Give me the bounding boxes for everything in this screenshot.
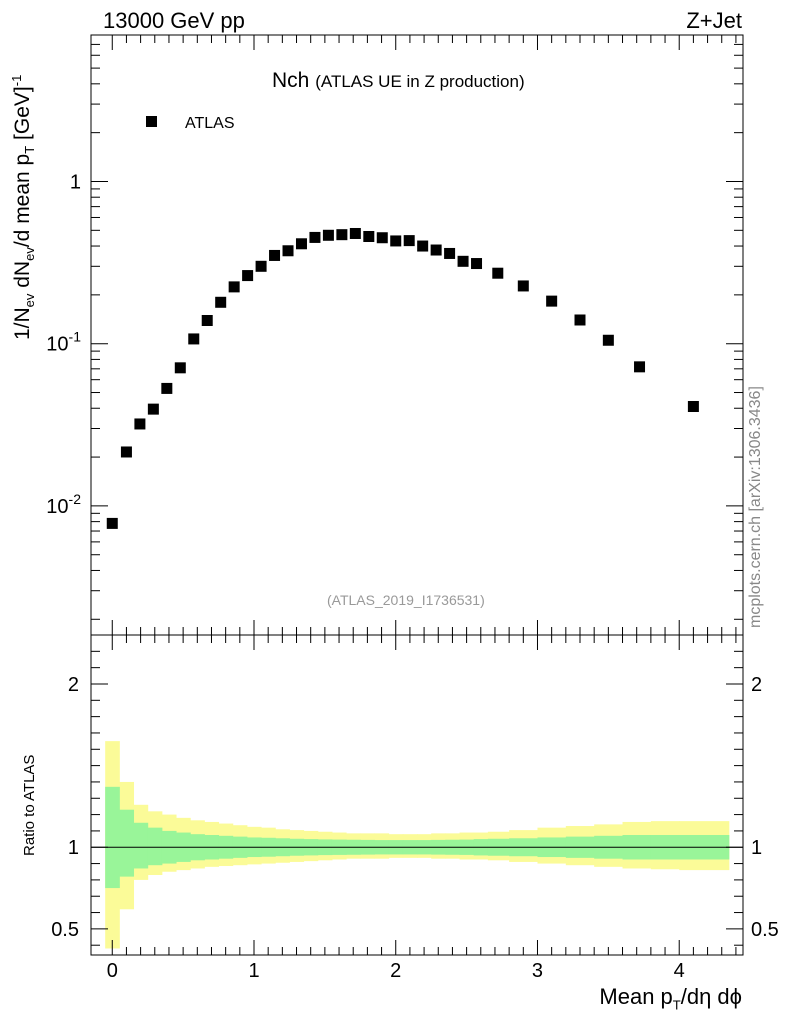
green-band-bin: [133, 822, 149, 869]
data-point: [574, 314, 586, 326]
data-point: [174, 362, 186, 374]
data-point: [106, 517, 118, 529]
data-point: [417, 240, 429, 252]
ratio-y-tick-label: 0.5: [751, 919, 779, 941]
analysis-reference: (ATLAS_2019_I1736531): [327, 592, 485, 608]
data-point: [634, 361, 646, 373]
ratio-y-axis-label: Ratio to ATLAS: [21, 754, 38, 856]
data-point: [228, 281, 240, 293]
ylabel-sup: -1: [9, 74, 24, 87]
ylabel-sub: ev: [22, 247, 38, 261]
data-point: [363, 230, 375, 242]
ylabel-sub: ev: [22, 293, 38, 308]
ylabel-part: [GeV]: [11, 86, 34, 146]
data-point: [492, 267, 504, 279]
data-point: [444, 247, 456, 259]
green-band-bin: [119, 809, 135, 877]
plot-subtitle: (ATLAS UE in Z production): [315, 72, 525, 91]
main-y-tick-label: 10-1: [46, 329, 81, 356]
legend-marker-icon: [146, 116, 157, 127]
data-point: [687, 401, 699, 413]
ratio-uncertainty-bands: [105, 741, 730, 949]
green-band-bin: [147, 827, 163, 866]
x-tick-label: 1: [248, 960, 259, 982]
data-point: [215, 296, 227, 308]
green-band-bin: [105, 786, 120, 889]
ylabel-part: dN: [11, 260, 34, 294]
process-label: Z+Jet: [686, 8, 742, 33]
main-y-axis-label: 1/Nev dNev/d mean pT [GeV]-1: [9, 74, 38, 340]
x-tick-label: 4: [674, 960, 685, 982]
data-point: [336, 229, 348, 241]
x-axis-label: Mean pT/dη dϕ: [599, 984, 742, 1013]
data-point: [322, 229, 334, 241]
xlabel-part: Mean p: [599, 984, 673, 1009]
legend: ATLAS: [146, 116, 235, 132]
plot-title: Nch (ATLAS UE in Z production): [272, 70, 525, 91]
main-y-tick-labels: 10-2 10-1 1: [46, 171, 81, 517]
data-point: [147, 403, 159, 415]
ratio-axis-ticks: [91, 635, 743, 955]
data-point: [295, 238, 307, 250]
data-point: [201, 314, 213, 326]
main-axis-ticks: [91, 34, 743, 635]
x-tick-label: 3: [532, 960, 543, 982]
data-point: [349, 227, 361, 239]
data-point: [134, 418, 146, 430]
ylabel-part: /d mean p: [11, 153, 34, 248]
data-point: [188, 333, 200, 345]
ratio-y-tick-label: 1: [751, 837, 762, 859]
data-point: [546, 295, 558, 307]
data-point: [269, 249, 281, 261]
data-point: [255, 260, 267, 272]
data-point: [242, 270, 254, 282]
ratio-y-tick-label: 0.5: [51, 919, 79, 941]
ratio-y-tick-label: 2: [68, 674, 79, 696]
ratio-y-tick-label: 1: [68, 837, 79, 859]
x-tick-label: 0: [107, 960, 118, 982]
xlabel-sub: T: [672, 997, 681, 1013]
ratio-y-tick-labels: 0.5 0.5 1 1 2 2: [51, 674, 779, 941]
plot-title-main: Nch: [272, 69, 310, 92]
legend-label: ATLAS: [185, 115, 235, 132]
data-point: [430, 244, 442, 256]
data-point: [403, 235, 415, 247]
main-y-tick-label: 10-2: [46, 491, 81, 518]
ylabel-sub: T: [22, 145, 38, 154]
data-point: [282, 245, 294, 257]
xlabel-part: /dη dϕ: [680, 984, 742, 1009]
energy-label: 13000 GeV pp: [103, 8, 245, 33]
data-series-atlas: [106, 227, 699, 529]
data-point: [309, 231, 321, 243]
data-point: [390, 235, 402, 247]
side-credit-label: mcplots.cern.ch [arXiv:1306.3436]: [747, 386, 764, 628]
ratio-plot-frame: [90, 634, 744, 956]
ylabel-part: 1/N: [11, 307, 34, 340]
x-tick-label: 2: [390, 960, 401, 982]
main-y-tick-label: 1: [70, 171, 81, 193]
x-tick-labels: 0 1 2 3 4: [107, 960, 685, 982]
data-point: [602, 334, 614, 346]
data-point: [517, 280, 529, 292]
data-point: [457, 255, 469, 267]
ratio-y-tick-label: 2: [751, 674, 762, 696]
data-point: [471, 258, 483, 270]
data-point: [376, 232, 388, 244]
data-point: [161, 382, 173, 394]
data-point: [120, 446, 132, 458]
